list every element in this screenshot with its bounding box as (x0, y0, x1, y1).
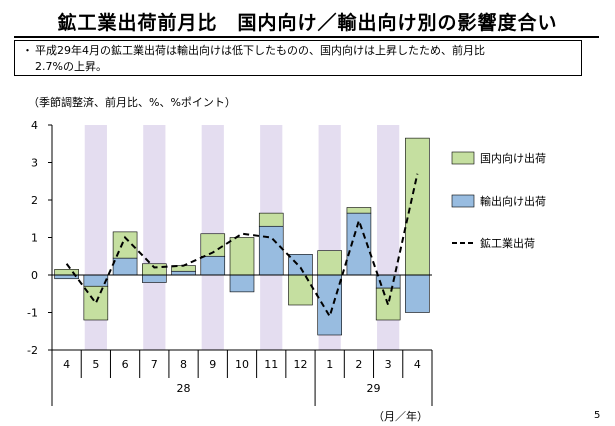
title-underline (14, 36, 599, 38)
domestic-bar (258, 212, 284, 227)
x-tick-label: 5 (92, 358, 99, 371)
x-tick-label: 2 (355, 358, 362, 371)
summary-note: ・ 平成29年4月の鉱工業出荷は輸出向けは低下したものの、国内向けは上昇したため… (14, 40, 582, 76)
domestic-bar (405, 137, 430, 276)
note-line-1: 平成29年4月の鉱工業出荷は輸出向けは低下したものの、国内向けは上昇したため、前… (35, 44, 485, 57)
x-tick-label: 9 (209, 358, 216, 371)
x-tick-label: 3 (385, 358, 392, 371)
page-number: 5 (594, 410, 601, 421)
y-tick-label: -1 (27, 307, 38, 320)
note-line-2: 2.7%の上昇。 (35, 60, 107, 73)
y-tick-label: -2 (27, 344, 38, 357)
y-tick-label: 4 (31, 119, 38, 132)
domestic-bar (288, 274, 313, 306)
legend-label-domestic: 国内向け出荷 (480, 151, 546, 165)
domestic-bar (317, 250, 342, 276)
x-tick-label: 6 (122, 358, 129, 371)
legend-label-export: 輸出向け出荷 (480, 194, 546, 208)
export-bar (83, 274, 109, 287)
export-bar (142, 274, 167, 283)
total-shipments-line (65, 173, 419, 319)
page-title: 鉱工業出荷前月比 国内向け／輸出向け別の影響度合い (57, 12, 558, 34)
domestic-bar (83, 285, 109, 321)
domestic-bar (142, 263, 167, 276)
line-series (65, 173, 419, 319)
y-tick-label: 0 (31, 269, 38, 282)
domestic-bar (229, 237, 255, 276)
export-bar (288, 254, 313, 276)
x-tick-label: 4 (63, 358, 70, 371)
export-bar (200, 255, 226, 276)
units-label: （季節調整済、前月比、%、%ポイント） (28, 96, 236, 109)
legend-swatch-export (451, 194, 475, 208)
y-tick-label: 3 (31, 157, 38, 170)
legend-swatch-domestic (451, 151, 475, 165)
x-tick-label: 12 (293, 358, 307, 371)
x-tick-label: 11 (264, 358, 278, 371)
y-tick-label: 2 (31, 194, 38, 207)
x-tick-label: 10 (235, 358, 249, 371)
export-bar (171, 270, 196, 276)
domestic-bar (200, 233, 226, 257)
export-bar (405, 274, 430, 313)
domestic-bar (346, 207, 372, 214)
x-tick-label: 4 (414, 358, 421, 371)
y-tick-label: 1 (31, 232, 38, 245)
x-tick-label: 7 (151, 358, 158, 371)
note-bullet: ・ (22, 44, 33, 57)
x-unit-label: （月／年） (373, 409, 428, 423)
export-bar (112, 257, 138, 276)
bar-series (54, 137, 430, 336)
export-bar (229, 274, 255, 293)
shade-column (143, 125, 166, 350)
x-tick-label: 8 (180, 358, 187, 371)
x-tick-label: 1 (326, 358, 333, 371)
year-label: 29 (367, 382, 381, 395)
legend-label-total: 鉱工業出荷 (480, 236, 535, 250)
year-label: 28 (177, 382, 191, 395)
export-bar (317, 274, 342, 336)
export-bar (258, 225, 284, 276)
